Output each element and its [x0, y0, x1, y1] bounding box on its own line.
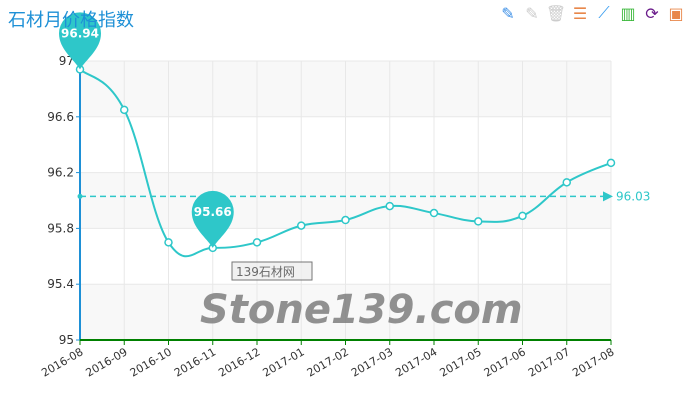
x-tick-label: 2017-07: [526, 345, 572, 379]
min-marker-shape: [191, 190, 234, 248]
data-point: [297, 221, 306, 230]
watermark-logo: 139石材网 Stone139.com: [200, 261, 523, 333]
toolbox: ✎ ✎ 🗑 ☰ ⟋ ▥ ⟳ ▣: [499, 3, 685, 23]
max-marker: 96.94: [59, 12, 101, 70]
max-marker-shape: [59, 12, 101, 70]
x-tick-label: 2016-09: [83, 345, 129, 379]
chart-title: 石材月价格指数: [8, 10, 134, 31]
x-tick-label: 2017-03: [349, 345, 395, 379]
data-point: [474, 217, 483, 226]
x-tick-label: 2016-10: [128, 345, 174, 379]
y-tick-label: 97: [59, 54, 74, 68]
data-point: [385, 201, 394, 211]
data-point: [341, 215, 350, 225]
data-point: [120, 105, 129, 115]
y-tick-label: 95: [59, 333, 74, 347]
x-tick-label: 2016-12: [216, 345, 262, 379]
pencil-minus-icon[interactable]: ✎: [525, 3, 539, 23]
line-chart-icon[interactable]: ⟋: [598, 3, 610, 22]
x-tick-label: 2017-08: [570, 345, 616, 379]
watermark-sub-box: [231, 261, 313, 281]
x-tick-label: 2017-02: [305, 345, 351, 379]
x-tick-label: 2017-06: [482, 345, 528, 379]
watermark-main: Stone139.com: [200, 287, 523, 333]
average-start-dot: [77, 193, 83, 199]
data-point: [164, 238, 173, 247]
watermark-sub: 139石材网: [236, 265, 295, 279]
x-tick-label: 2016-08: [39, 345, 85, 379]
y-tick-label: 95.8: [47, 221, 74, 235]
x-tick-label: 2017-05: [437, 345, 483, 379]
y-tick-label: 96.2: [47, 166, 74, 180]
x-tick-label: 2017-01: [260, 345, 306, 379]
average-arrow: [603, 191, 613, 202]
x-tick-label: 2017-04: [393, 345, 439, 379]
trash-icon[interactable]: 🗑: [545, 3, 567, 23]
refresh-icon[interactable]: ⟳: [645, 3, 659, 23]
x-tick-label: 2016-11: [172, 345, 218, 379]
y-tick-label: 96.6: [47, 110, 74, 124]
data-point: [518, 211, 527, 221]
data-point: [252, 238, 262, 247]
min-marker: 95.66: [191, 190, 234, 248]
bar-chart-icon[interactable]: ▥: [620, 3, 636, 23]
min-marker-label: 95.66: [194, 205, 232, 219]
max-marker-label: 96.94: [61, 26, 99, 40]
data-point: [429, 208, 439, 218]
data-point: [606, 158, 616, 168]
y-tick-label: 95.4: [47, 277, 74, 291]
average-label: 96.03: [616, 189, 650, 203]
data-point: [562, 178, 571, 187]
data-view-icon[interactable]: ☰: [572, 3, 588, 23]
pencil-plus-icon[interactable]: ✎: [501, 3, 515, 23]
save-icon[interactable]: ▣: [668, 3, 684, 23]
